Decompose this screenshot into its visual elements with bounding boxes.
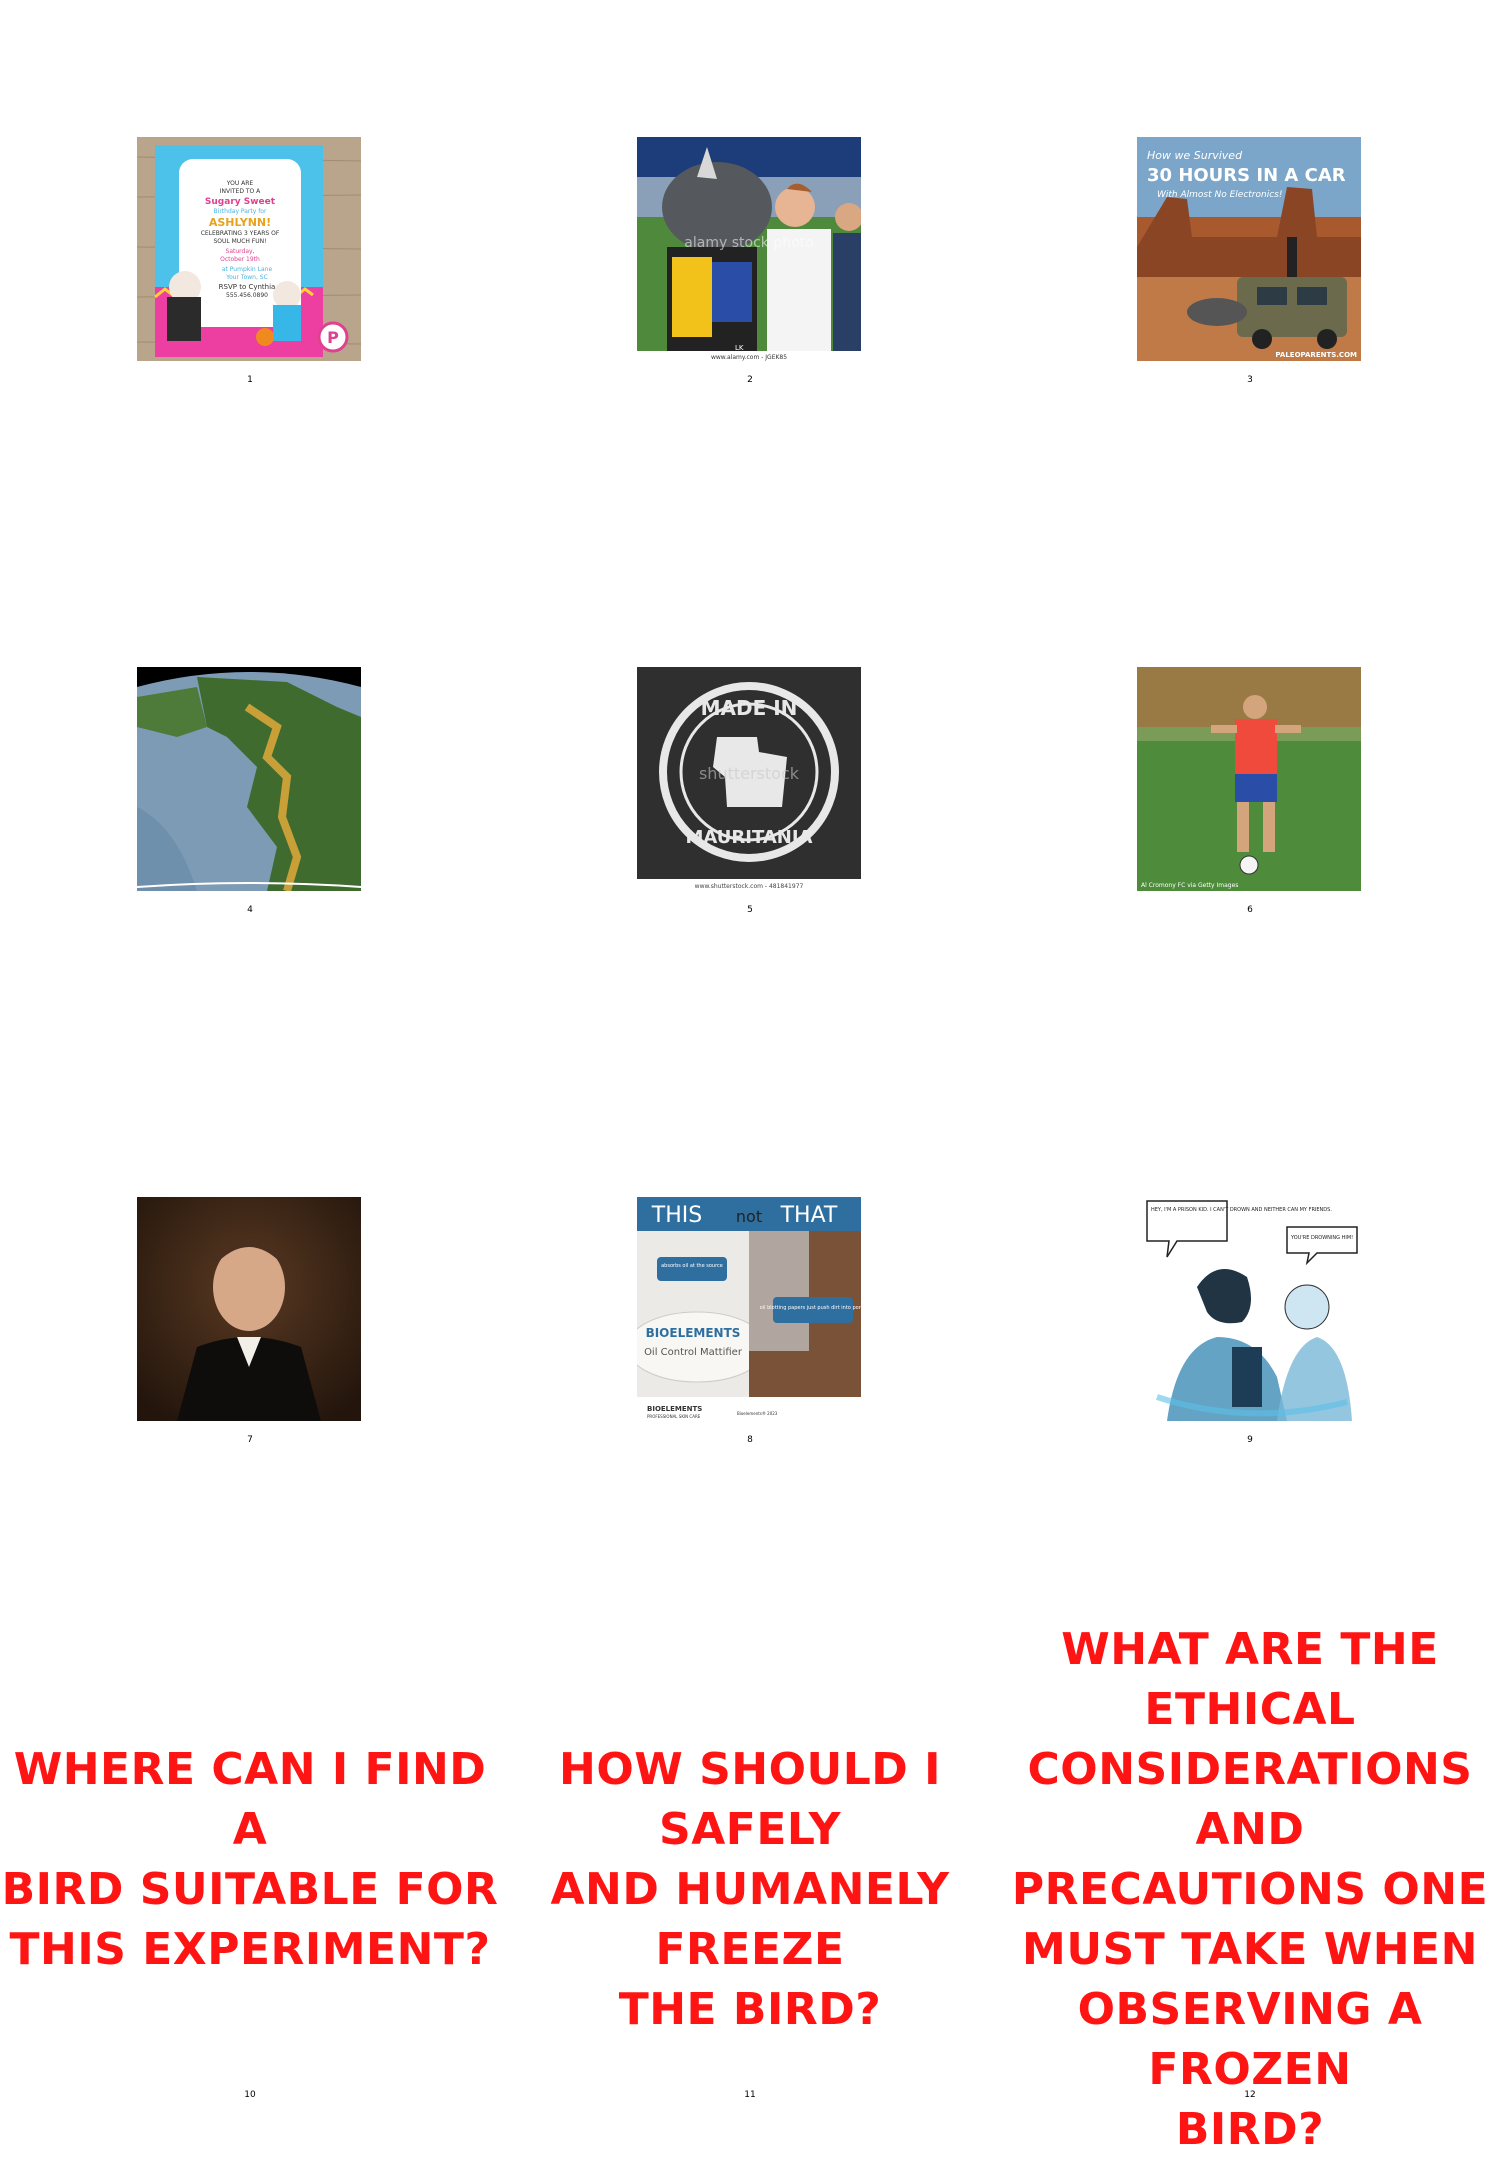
svg-text:absorbs oil at the source: absorbs oil at the source [661, 1263, 723, 1269]
svg-text:Birthday Party for: Birthday Party for [214, 208, 267, 215]
svg-text:www.shutterstock.com - 4818419: www.shutterstock.com - 481841977 [695, 883, 804, 890]
footballer-training-image: Al Cromony FC via Getty Images [1137, 667, 1361, 891]
grid-tile-1: YOU ARE INVITED TO A Sugary Sweet Birthd… [0, 0, 500, 530]
svg-text:ASHLYNN!: ASHLYNN! [209, 216, 271, 229]
tile-number: 4 [247, 905, 253, 915]
svg-text:How we Survived: How we Survived [1147, 149, 1243, 162]
svg-text:30 HOURS IN A CAR: 30 HOURS IN A CAR [1147, 165, 1346, 186]
skincare-ad-image: THIS not THAT BIOELEMENTS Oil Control Ma… [637, 1197, 861, 1421]
tile-number: 12 [1244, 2090, 1256, 2100]
grid-tile-4: 4 [0, 530, 500, 1060]
made-in-mauritania-stamp-image: MADE IN MAURITANIA shutterstock www.shut… [637, 667, 861, 891]
invite-text: YOU ARE [226, 180, 254, 187]
svg-text:oil blotting papers just push: oil blotting papers just push dirt into … [760, 1305, 861, 1311]
tile-number: 8 [747, 1435, 753, 1445]
grid-tile-11: HOW SHOULD I SAFELY AND HUMANELY FREEZE … [500, 1590, 1000, 2120]
mascot-photo-image: alamy stock photo www.alamy.com - JGEK85… [637, 137, 861, 361]
svg-text:Al Cromony FC via Getty Images: Al Cromony FC via Getty Images [1141, 882, 1238, 889]
svg-text:THAT: THAT [780, 1203, 838, 1228]
svg-text:at Pumpkin Lane: at Pumpkin Lane [222, 266, 273, 273]
svg-text:YOU'RE DROWNING HIM!: YOU'RE DROWNING HIM! [1290, 1235, 1353, 1241]
invitation-image: YOU ARE INVITED TO A Sugary Sweet Birthd… [137, 137, 361, 361]
tile-number: 6 [1247, 905, 1253, 915]
relief-map-image [137, 667, 361, 891]
tile-number: 7 [247, 1435, 253, 1445]
svg-text:SOUL MUCH FUN!: SOUL MUCH FUN! [213, 238, 266, 245]
svg-text:555.456.0890: 555.456.0890 [226, 292, 268, 299]
svg-text:Oil Control Mattifier: Oil Control Mattifier [644, 1347, 743, 1358]
grid-tile-2: alamy stock photo www.alamy.com - JGEK85… [500, 0, 1000, 530]
svg-text:shutterstock: shutterstock [699, 764, 800, 783]
svg-text:LK: LK [735, 344, 744, 352]
svg-text:INVITED TO A: INVITED TO A [220, 188, 261, 195]
question-text: WHAT ARE THE ETHICAL CONSIDERATIONS AND … [1011, 1624, 1489, 2155]
svg-text:Bioelements® 2023: Bioelements® 2023 [737, 1411, 778, 1416]
svg-text:With Almost No Electronics!: With Almost No Electronics! [1157, 190, 1282, 200]
comic-sketch-image: HEY, I'M A PRISON KID. I CAN'T DROWN AND… [1137, 1197, 1361, 1421]
svg-text:HEY, I'M A PRISON KID. I CAN'T: HEY, I'M A PRISON KID. I CAN'T DROWN AND… [1151, 1207, 1332, 1213]
svg-text:THIS: THIS [651, 1203, 702, 1228]
grid-tile-3: How we Survived 30 HOURS IN A CAR With A… [1000, 0, 1500, 530]
svg-text:MAURITANIA: MAURITANIA [686, 827, 813, 848]
grid-tile-10: WHERE CAN I FIND A BIRD SUITABLE FOR THI… [0, 1590, 500, 2120]
tile-number: 1 [247, 375, 253, 385]
tile-number: 5 [747, 905, 753, 915]
tile-number: 9 [1247, 1435, 1253, 1445]
svg-text:PALEOPARENTS.COM: PALEOPARENTS.COM [1275, 351, 1357, 359]
svg-text:RSVP to Cynthia: RSVP to Cynthia [219, 283, 276, 291]
grid-tile-6: Al Cromony FC via Getty Images 6 [1000, 530, 1500, 1060]
grid-tile-9: HEY, I'M A PRISON KID. I CAN'T DROWN AND… [1000, 1060, 1500, 1590]
question-text: WHERE CAN I FIND A BIRD SUITABLE FOR THI… [1, 1744, 499, 1975]
svg-text:CELEBRATING 3 YEARS OF: CELEBRATING 3 YEARS OF [201, 230, 280, 237]
question-text: HOW SHOULD I SAFELY AND HUMANELY FREEZE … [550, 1744, 950, 2035]
svg-text:P: P [327, 328, 339, 347]
svg-text:Sugary Sweet: Sugary Sweet [205, 197, 276, 207]
tile-number: 11 [744, 2090, 756, 2100]
svg-text:BIOELEMENTS: BIOELEMENTS [647, 1405, 702, 1413]
svg-text:BIOELEMENTS: BIOELEMENTS [646, 1326, 741, 1340]
tile-number: 3 [1247, 375, 1253, 385]
car-desert-poster-image: How we Survived 30 HOURS IN A CAR With A… [1137, 137, 1361, 361]
grid-tile-12: WHAT ARE THE ETHICAL CONSIDERATIONS AND … [1000, 1590, 1500, 2155]
portrait-painting-image [137, 1197, 361, 1421]
grid-tile-8: THIS not THAT BIOELEMENTS Oil Control Ma… [500, 1060, 1000, 1590]
grid-tile-5: MADE IN MAURITANIA shutterstock www.shut… [500, 530, 1000, 1060]
svg-text:Your Town, SC: Your Town, SC [225, 274, 268, 281]
svg-text:MADE IN: MADE IN [701, 696, 798, 720]
tile-number: 2 [747, 375, 753, 385]
watermark-text: alamy stock photo [684, 235, 813, 251]
tile-number: 10 [244, 2090, 256, 2100]
grid-tile-7: 7 [0, 1060, 500, 1590]
svg-text:October 19th: October 19th [220, 256, 260, 263]
svg-text:Saturday,: Saturday, [226, 248, 255, 255]
svg-text:not: not [736, 1207, 762, 1226]
svg-text:www.alamy.com - JGEK85: www.alamy.com - JGEK85 [711, 354, 787, 361]
svg-text:PROFESSIONAL SKIN CARE: PROFESSIONAL SKIN CARE [647, 1414, 701, 1419]
